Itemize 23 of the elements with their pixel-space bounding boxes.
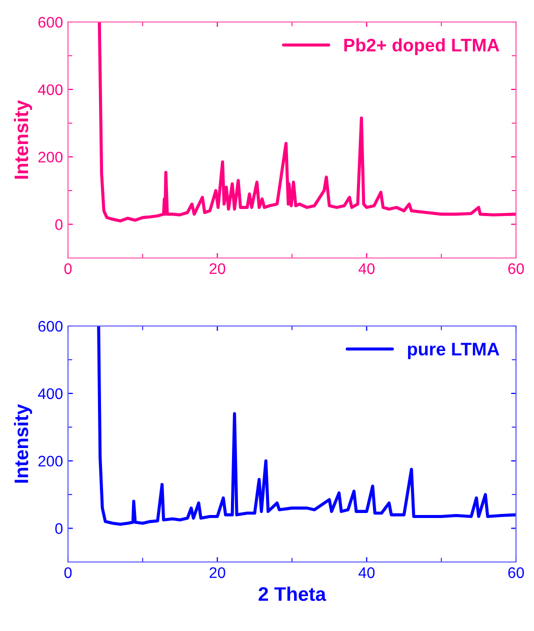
x-axis-title: 2 Theta xyxy=(258,586,326,601)
y-tick-label: 200 xyxy=(38,456,63,467)
x-tick-label: 20 xyxy=(210,567,226,578)
x-tick-label: 60 xyxy=(508,263,524,274)
x-tick-label: 40 xyxy=(358,567,375,578)
x-tick-label: 0 xyxy=(64,263,72,274)
y-tick-label: 400 xyxy=(38,84,63,96)
x-tick-label: 40 xyxy=(358,263,375,274)
line-series xyxy=(97,326,516,526)
y-axis-title: Intensity xyxy=(14,100,32,179)
legend-label: Pb2+ doped LTMA xyxy=(344,38,500,56)
y-axis-title: Intensity xyxy=(14,404,32,483)
x-tick-label: 0 xyxy=(64,567,72,578)
x-tick-label: 20 xyxy=(210,263,226,274)
y-tick-label: 400 xyxy=(38,388,63,400)
y-tick-label: 0 xyxy=(55,219,63,230)
legend-label: pure LTMA xyxy=(408,342,500,360)
y-tick-label: 0 xyxy=(55,523,63,534)
y-tick-label: 600 xyxy=(38,320,63,332)
y-tick-label: 200 xyxy=(38,152,63,163)
y-tick-label: 600 xyxy=(38,16,63,28)
x-tick-label: 60 xyxy=(508,567,524,578)
line-series xyxy=(98,22,516,222)
